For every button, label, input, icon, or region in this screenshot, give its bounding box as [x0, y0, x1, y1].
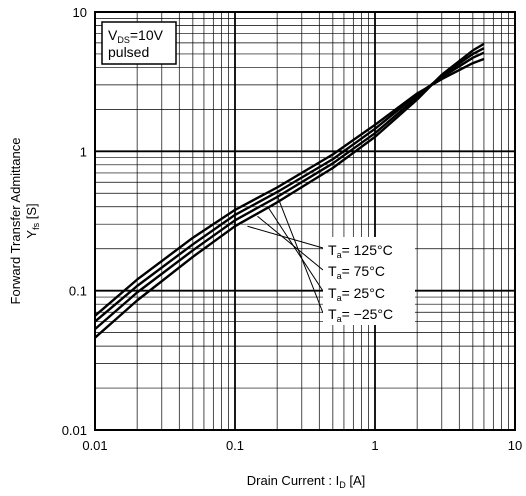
x-tick-label: 1	[371, 438, 378, 453]
x-axis-label: Drain Current : ID [A]	[247, 473, 366, 490]
x-tick-label: 0.1	[226, 438, 244, 453]
y-axis-label-line1: Forward Transfer Admittance	[8, 138, 23, 305]
series-label-background	[323, 237, 415, 325]
y-tick-labels: 0.01 0.1 1 10	[62, 5, 87, 438]
curves	[94, 42, 485, 339]
y-tick-label: 10	[73, 5, 87, 20]
leader-lines	[247, 196, 324, 314]
condition-mode: pulsed	[108, 44, 149, 60]
x-tick-labels: 0.01 0.1 1 10	[82, 438, 522, 453]
leader-line-1	[257, 215, 324, 271]
leader-line-2	[267, 206, 324, 292]
y-tick-label: 0.01	[62, 423, 87, 438]
series-label-minus25: Ta= −25°C	[328, 306, 393, 324]
series-label-75: Ta= 75°C	[328, 263, 385, 281]
series-line-2	[94, 47, 485, 331]
condition-vds: VDS=10V	[108, 27, 164, 45]
leader-line-0	[247, 225, 324, 249]
condition-box-frame	[101, 21, 177, 65]
series-label-125: Ta= 125°C	[328, 242, 393, 260]
plot-frame	[94, 11, 516, 431]
series-line-0	[94, 57, 485, 317]
leader-line-3	[276, 196, 324, 314]
series-label-25: Ta= 25°C	[328, 285, 385, 303]
y-axis-label-line2: Yfs [S]	[24, 203, 41, 238]
y-tick-label: 0.1	[69, 284, 87, 299]
x-tick-label: 10	[508, 438, 522, 453]
y-axis-label: Forward Transfer Admittance Yfs [S]	[8, 138, 41, 305]
series-line-1	[94, 51, 485, 323]
y-tick-label: 1	[80, 144, 87, 159]
grid	[95, 12, 515, 430]
x-tick-label: 0.01	[82, 438, 107, 453]
series-line-3	[94, 42, 485, 339]
condition-box: VDS=10V pulsed	[101, 21, 177, 65]
series-labels: Ta= 125°C Ta= 75°C Ta= 25°C Ta= −25°C	[323, 237, 415, 325]
